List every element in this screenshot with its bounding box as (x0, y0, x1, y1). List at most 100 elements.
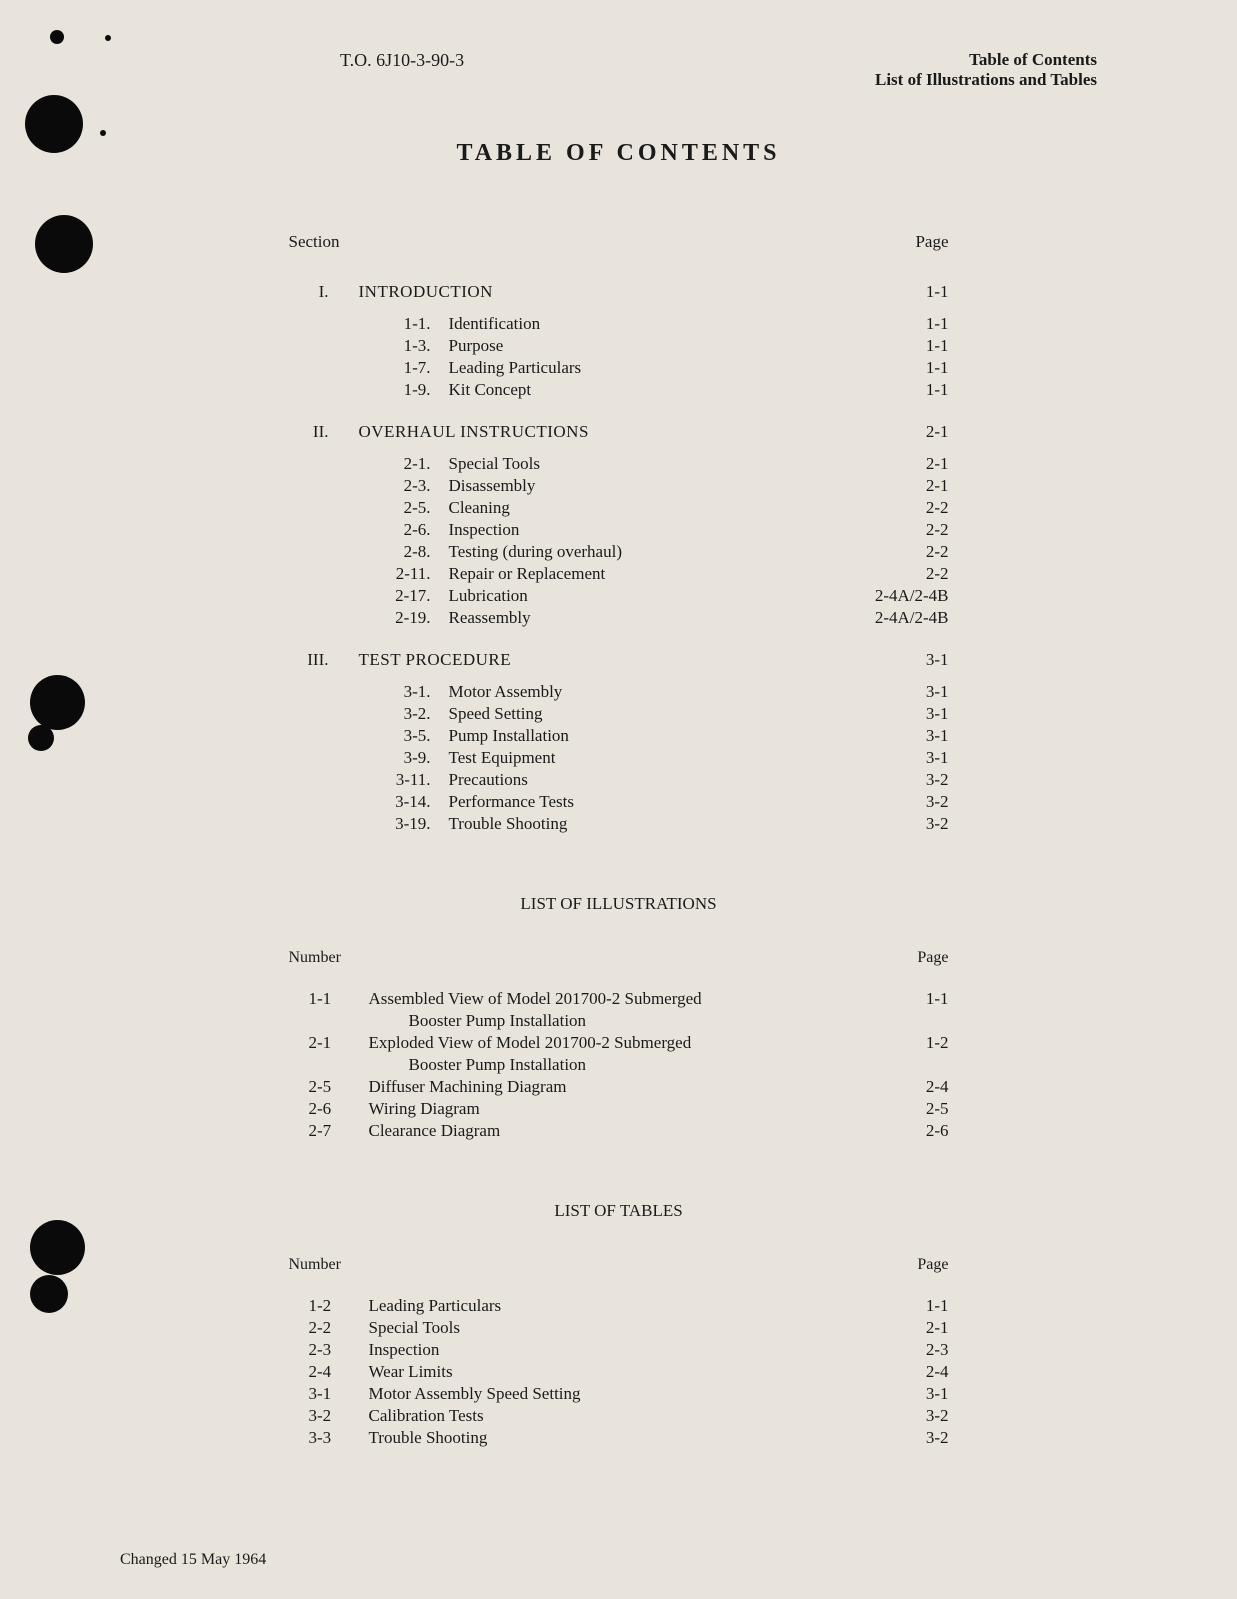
punch-hole (35, 215, 93, 273)
number-header: Number (289, 949, 341, 967)
subsection-row: 3-11. Precautions 3-2 (289, 770, 949, 790)
subsection-number: 2-8. (289, 542, 449, 562)
subsection-row: 3-19. Trouble Shooting 3-2 (289, 814, 949, 834)
subsection-row: 1-3. Purpose 1-1 (289, 336, 949, 356)
toc-column-headers: Section Page (289, 232, 949, 252)
table-row: 2-3 Inspection 2-3 (289, 1340, 949, 1360)
illustration-row: 2-7 Clearance Diagram 2-6 (289, 1121, 949, 1141)
illustration-row: 2-5 Diffuser Machining Diagram 2-4 (289, 1077, 949, 1097)
illustration-page: 2-4 (869, 1077, 949, 1097)
subsection-row: 2-3. Disassembly 2-1 (289, 476, 949, 496)
illustration-number: 2-6 (289, 1099, 369, 1119)
subsection-page: 1-1 (849, 380, 949, 400)
illustration-description: Clearance Diagram (369, 1121, 869, 1141)
subsection-title: Precautions (449, 770, 849, 790)
subsection-page: 3-1 (849, 704, 949, 724)
toc-content: Section Page I. INTRODUCTION 1-1 1-1. Id… (289, 232, 949, 1448)
page-title: TABLE OF CONTENTS (120, 140, 1117, 167)
table-row: 3-2 Calibration Tests 3-2 (289, 1406, 949, 1426)
subsection-title: Test Equipment (449, 748, 849, 768)
table-number: 1-2 (289, 1296, 369, 1316)
subsection-title: Inspection (449, 520, 849, 540)
subsection-page: 1-1 (849, 358, 949, 378)
subsection-row: 2-6. Inspection 2-2 (289, 520, 949, 540)
illustration-row: 1-1 Assembled View of Model 201700-2 Sub… (289, 989, 949, 1009)
section-title: OVERHAUL INSTRUCTIONS (359, 422, 849, 442)
subsection-row: 3-9. Test Equipment 3-1 (289, 748, 949, 768)
illustration-row: 2-1 Exploded View of Model 201700-2 Subm… (289, 1033, 949, 1053)
table-description: Motor Assembly Speed Setting (369, 1384, 869, 1404)
illustration-row: 2-6 Wiring Diagram 2-5 (289, 1099, 949, 1119)
subsection-page: 1-1 (849, 336, 949, 356)
illustration-description: Wiring Diagram (369, 1099, 869, 1119)
illustration-page: 1-1 (869, 989, 949, 1009)
table-number: 3-3 (289, 1428, 369, 1448)
punch-hole (28, 725, 54, 751)
subsection-page: 2-4A/2-4B (849, 586, 949, 606)
illustrations-container: 1-1 Assembled View of Model 201700-2 Sub… (289, 989, 949, 1141)
subsection-row: 1-1. Identification 1-1 (289, 314, 949, 334)
subsection-number: 2-17. (289, 586, 449, 606)
punch-hole (30, 675, 85, 730)
section-title: INTRODUCTION (359, 282, 849, 302)
subsection-row: 3-14. Performance Tests 3-2 (289, 792, 949, 812)
subsection-number: 1-9. (289, 380, 449, 400)
subsection-title: Reassembly (449, 608, 849, 628)
subsection-number: 2-3. (289, 476, 449, 496)
table-row: 1-2 Leading Particulars 1-1 (289, 1296, 949, 1316)
punch-mark (100, 130, 106, 136)
illustrations-header: Number Page (289, 949, 949, 967)
page-footer: Changed 15 May 1964 (120, 1551, 266, 1569)
number-header: Number (289, 1256, 341, 1274)
illustration-description: Diffuser Machining Diagram (369, 1077, 869, 1097)
illustration-page: 1-2 (869, 1033, 949, 1053)
illustration-row-continued: Booster Pump Installation (289, 1055, 949, 1075)
section-number: II. (289, 422, 359, 442)
punch-mark (105, 35, 111, 41)
subsection-number: 3-1. (289, 682, 449, 702)
subsection-page: 2-1 (849, 476, 949, 496)
subsection-number: 1-3. (289, 336, 449, 356)
punch-hole (25, 95, 83, 153)
section-header: Section (289, 232, 340, 252)
section-page: 3-1 (849, 650, 949, 670)
section-row: I. INTRODUCTION 1-1 (289, 282, 949, 302)
table-number: 2-4 (289, 1362, 369, 1382)
tables-header: Number Page (289, 1256, 949, 1274)
subsection-page: 2-4A/2-4B (849, 608, 949, 628)
subsection-number: 3-14. (289, 792, 449, 812)
subsection-row: 2-8. Testing (during overhaul) 2-2 (289, 542, 949, 562)
tables-title: LIST OF TABLES (289, 1201, 949, 1221)
illustration-row-continued: Booster Pump Installation (289, 1011, 949, 1031)
section-number: I. (289, 282, 359, 302)
subsection-title: Lubrication (449, 586, 849, 606)
subsection-row: 2-17. Lubrication 2-4A/2-4B (289, 586, 949, 606)
subsection-number: 2-11. (289, 564, 449, 584)
table-description: Leading Particulars (369, 1296, 869, 1316)
section-page: 1-1 (849, 282, 949, 302)
subsection-title: Pump Installation (449, 726, 849, 746)
subsection-number: 3-2. (289, 704, 449, 724)
subsection-number: 3-9. (289, 748, 449, 768)
section-number: III. (289, 650, 359, 670)
illustration-number: 1-1 (289, 989, 369, 1009)
table-description: Wear Limits (369, 1362, 869, 1382)
subsection-list: 3-1. Motor Assembly 3-1 3-2. Speed Setti… (289, 682, 949, 834)
subsection-number: 2-1. (289, 454, 449, 474)
subsection-row: 2-1. Special Tools 2-1 (289, 454, 949, 474)
illustration-page-blank (869, 1055, 949, 1075)
table-description: Calibration Tests (369, 1406, 869, 1426)
table-page: 2-3 (869, 1340, 949, 1360)
section-page: 2-1 (849, 422, 949, 442)
page-header: Page (917, 1256, 948, 1274)
subsection-page: 2-2 (849, 564, 949, 584)
subsection-title: Identification (449, 314, 849, 334)
tables-container: 1-2 Leading Particulars 1-1 2-2 Special … (289, 1296, 949, 1448)
punch-hole (30, 1220, 85, 1275)
table-row: 3-1 Motor Assembly Speed Setting 3-1 (289, 1384, 949, 1404)
subsection-row: 2-19. Reassembly 2-4A/2-4B (289, 608, 949, 628)
subsection-title: Repair or Replacement (449, 564, 849, 584)
header-right-block: Table of Contents List of Illustrations … (875, 50, 1097, 90)
illustration-number: 2-7 (289, 1121, 369, 1141)
subsection-page: 1-1 (849, 314, 949, 334)
